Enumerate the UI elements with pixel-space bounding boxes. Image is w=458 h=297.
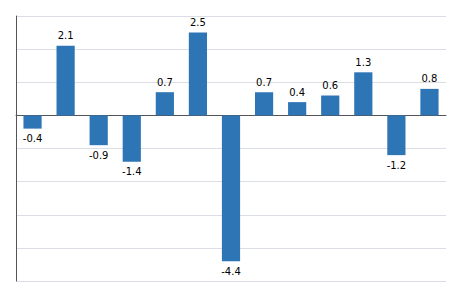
svg-text:2.5: 2.5 — [190, 17, 206, 28]
svg-text:-1.2: -1.2 — [387, 160, 407, 171]
svg-text:-1.4: -1.4 — [122, 166, 142, 177]
svg-text:2.1: 2.1 — [58, 30, 74, 41]
svg-text:-0.9: -0.9 — [89, 150, 109, 161]
svg-text:0.7: 0.7 — [157, 77, 173, 88]
svg-text:-4.4: -4.4 — [221, 266, 241, 277]
svg-text:0.7: 0.7 — [256, 77, 272, 88]
svg-text:-0.4: -0.4 — [23, 133, 43, 144]
svg-text:1.3: 1.3 — [355, 57, 371, 68]
svg-text:0.6: 0.6 — [322, 80, 338, 91]
svg-text:0.8: 0.8 — [422, 73, 438, 84]
svg-text:0.4: 0.4 — [289, 87, 305, 98]
